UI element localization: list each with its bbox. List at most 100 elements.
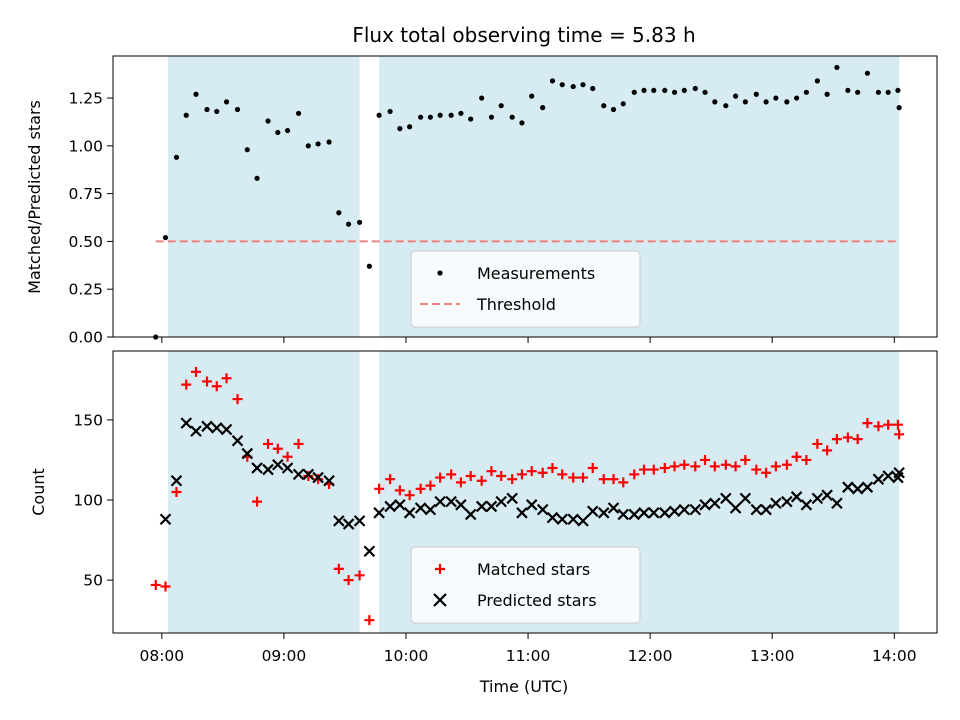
data-point xyxy=(496,470,507,481)
data-point xyxy=(424,503,437,516)
data-point xyxy=(681,87,687,94)
data-point xyxy=(231,434,244,447)
data-point xyxy=(773,95,779,101)
data-point xyxy=(811,492,824,505)
data-point xyxy=(353,515,366,527)
legend-marker xyxy=(435,564,445,574)
data-point xyxy=(252,496,263,507)
data-point xyxy=(709,497,721,509)
data-point xyxy=(418,114,424,120)
data-point xyxy=(180,417,193,429)
data-point xyxy=(791,451,802,462)
data-point xyxy=(281,462,294,474)
data-point xyxy=(272,458,284,471)
data-point xyxy=(547,462,558,473)
top-plot-frame xyxy=(112,55,938,338)
data-point xyxy=(567,513,579,526)
data-point xyxy=(896,105,902,111)
data-point xyxy=(895,87,901,94)
data-point xyxy=(641,87,647,94)
data-point xyxy=(516,469,527,480)
data-point xyxy=(263,438,274,449)
data-point xyxy=(590,85,596,92)
data-point xyxy=(822,445,833,456)
data-point xyxy=(519,120,525,126)
data-point xyxy=(742,99,748,105)
data-point xyxy=(892,419,903,430)
data-point xyxy=(414,502,427,514)
data-point xyxy=(702,89,708,95)
data-point xyxy=(882,470,894,482)
data-point xyxy=(445,495,457,508)
data-point xyxy=(751,464,762,475)
data-point xyxy=(211,381,222,392)
data-point xyxy=(394,499,406,511)
bottom-y-tick-label: 150 xyxy=(73,411,103,429)
data-point xyxy=(739,492,752,505)
data-point xyxy=(407,124,413,130)
data-point xyxy=(468,116,474,122)
data-point xyxy=(326,139,332,145)
data-point xyxy=(244,147,250,153)
data-point xyxy=(201,420,213,433)
data-point xyxy=(498,103,504,109)
data-point xyxy=(385,474,396,485)
data-point xyxy=(343,575,354,586)
data-point xyxy=(862,418,873,429)
data-point xyxy=(313,474,324,485)
data-point xyxy=(872,473,885,485)
data-point xyxy=(671,89,678,95)
data-point xyxy=(356,219,363,225)
data-point xyxy=(509,114,515,120)
data-point xyxy=(193,91,199,97)
data-point xyxy=(455,477,466,488)
data-point xyxy=(191,366,202,377)
data-point xyxy=(173,154,180,160)
data-point xyxy=(842,481,854,493)
data-point xyxy=(834,64,840,71)
data-point xyxy=(597,507,610,519)
x-tick-label: 09:00 xyxy=(262,647,307,665)
data-point xyxy=(628,508,641,521)
data-point xyxy=(617,508,630,521)
data-point xyxy=(587,462,598,473)
legend-marker xyxy=(433,593,447,607)
data-point xyxy=(845,87,851,94)
data-point xyxy=(251,462,263,474)
data-point xyxy=(346,221,352,227)
data-point xyxy=(223,99,230,105)
data-point xyxy=(183,112,189,118)
data-point xyxy=(875,89,882,95)
data-point xyxy=(373,507,385,519)
data-point xyxy=(241,447,254,460)
legend-marker xyxy=(437,270,443,276)
legend-box xyxy=(410,546,641,624)
data-point xyxy=(455,499,467,511)
data-point xyxy=(437,112,443,118)
bottom-y-tick-label: 100 xyxy=(73,492,103,510)
data-point xyxy=(750,503,763,516)
data-point xyxy=(403,507,416,519)
data-point xyxy=(376,112,382,118)
data-point xyxy=(434,495,446,508)
data-point xyxy=(293,438,304,449)
data-point xyxy=(781,495,793,508)
data-point xyxy=(801,454,812,465)
data-point xyxy=(864,70,871,76)
data-point xyxy=(302,468,315,481)
data-point xyxy=(394,485,405,496)
data-point xyxy=(465,470,476,481)
data-point xyxy=(485,500,498,513)
data-point xyxy=(842,432,853,443)
data-point xyxy=(669,461,680,472)
data-point xyxy=(668,505,681,518)
data-point xyxy=(425,480,436,491)
data-point xyxy=(549,78,556,84)
bottom-observing-interval xyxy=(167,351,360,633)
data-point xyxy=(333,563,344,574)
data-point xyxy=(678,503,691,516)
data-point xyxy=(729,502,742,514)
data-point xyxy=(803,89,809,95)
data-point xyxy=(761,467,772,478)
